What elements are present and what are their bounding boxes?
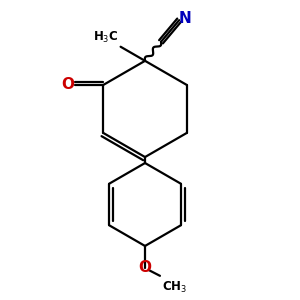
Text: O: O <box>61 77 74 92</box>
Text: CH$_3$: CH$_3$ <box>162 280 187 295</box>
Text: H$_3$C: H$_3$C <box>94 30 119 45</box>
Text: O: O <box>139 260 152 275</box>
Text: N: N <box>179 11 191 26</box>
